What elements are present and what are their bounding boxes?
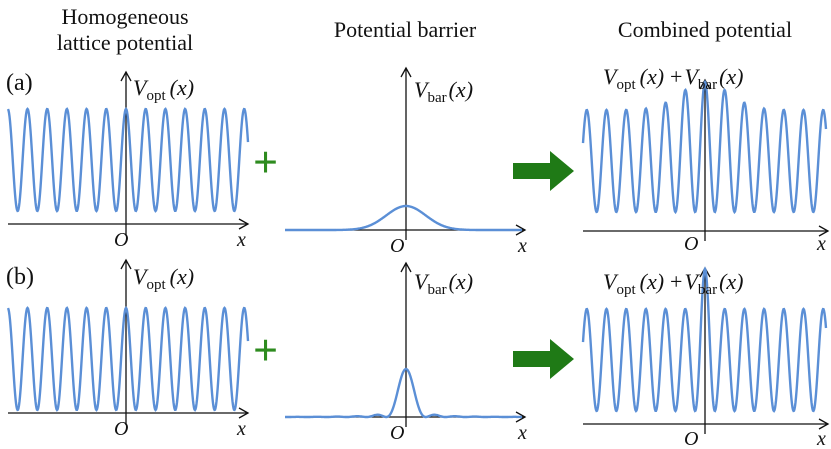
plus-sign-b: + <box>253 326 278 375</box>
x-label: x <box>517 422 527 444</box>
v-argument: (x) <box>170 75 194 100</box>
header-barrier: Potential barrier <box>333 17 477 42</box>
v-symbol: V <box>684 64 700 89</box>
v-bar-subscript: bar <box>427 282 446 298</box>
x-label: x <box>816 428 826 449</box>
panel-barrier-b: O x Vbar(x) <box>285 261 527 444</box>
v-symbol: V <box>414 269 430 294</box>
panel-combined-a: O x Vopt (x) +Vbar(x) <box>581 64 830 255</box>
v-opt-label-b: Vopt (x) <box>133 264 194 293</box>
panel-combined-b: O x Vopt (x) +Vbar(x) <box>581 266 830 449</box>
v-opt-subscript: opt <box>616 77 636 93</box>
panel-barrier-a: O x Vbar(x) <box>285 66 527 257</box>
v-sum-label-a: Vopt (x) +Vbar(x) <box>603 64 744 93</box>
v-bar-label-b: Vbar(x) <box>414 269 473 298</box>
x-axis-arrow <box>238 407 250 419</box>
v-argument: (x) <box>170 264 194 289</box>
v-argument: (x) <box>719 64 743 89</box>
header-combined: Combined potential <box>617 17 793 42</box>
v-bar-label-a: Vbar(x) <box>414 77 473 106</box>
origin-label: O <box>114 418 128 440</box>
v-opt-subscript: opt <box>146 277 166 293</box>
x-label: x <box>236 229 246 251</box>
v-bar-subscript: bar <box>698 77 717 93</box>
x-label: x <box>517 235 527 257</box>
lattice-curve-a <box>6 107 250 213</box>
panel-lattice-b: O x Vopt (x) <box>6 258 250 440</box>
v-symbol: V <box>603 269 619 294</box>
arrow-right-b <box>513 339 574 379</box>
row-label-a: (a) <box>6 70 33 96</box>
combined-curve-b <box>581 266 828 413</box>
x-axis-arrow <box>818 225 830 237</box>
row-label-b: (b) <box>6 264 34 290</box>
v-argument: (x) <box>449 269 473 294</box>
plus-operator: + <box>670 64 682 89</box>
v-symbol: V <box>133 264 149 289</box>
origin-label: O <box>390 235 404 257</box>
v-symbol: V <box>684 269 700 294</box>
barrier-curve-b <box>285 367 522 419</box>
v-sum-label-b: Vopt (x) +Vbar(x) <box>603 269 744 298</box>
x-label: x <box>816 233 826 255</box>
header-lattice: Homogeneous lattice potential <box>40 4 210 56</box>
x-axis-arrow <box>515 224 527 236</box>
plus-sign-a: + <box>253 138 278 187</box>
x-axis-arrow <box>238 218 250 230</box>
v-symbol: V <box>603 64 619 89</box>
header-lattice-line2: lattice potential <box>56 30 194 55</box>
panel-lattice-a: O x Vopt (x) <box>6 70 250 251</box>
v-symbol: V <box>414 77 430 102</box>
y-axis-arrow <box>120 70 132 82</box>
x-axis-arrow <box>515 411 527 423</box>
v-argument: (x) <box>719 269 743 294</box>
origin-label: O <box>684 233 698 255</box>
y-axis-arrow <box>400 261 412 273</box>
v-argument: (x) <box>640 269 664 294</box>
v-opt-label-a: Vopt (x) <box>133 75 194 104</box>
y-axis-arrow <box>120 258 132 270</box>
origin-label: O <box>114 229 128 251</box>
origin-label: O <box>684 428 698 449</box>
origin-label: O <box>390 422 404 444</box>
barrier-curve-a <box>285 204 522 232</box>
lattice-curve-b <box>6 306 250 412</box>
combined-curve-a <box>581 79 828 215</box>
plus-operator: + <box>670 269 682 294</box>
v-argument: (x) <box>449 77 473 102</box>
v-argument: (x) <box>640 64 664 89</box>
v-bar-subscript: bar <box>698 282 717 298</box>
v-opt-subscript: opt <box>616 282 636 298</box>
v-symbol: V <box>133 75 149 100</box>
y-axis-arrow <box>400 66 412 78</box>
x-axis-arrow <box>818 418 830 430</box>
v-bar-subscript: bar <box>427 90 446 106</box>
v-opt-subscript: opt <box>146 88 166 104</box>
x-label: x <box>236 418 246 440</box>
arrow-right-a <box>513 151 574 191</box>
header-lattice-line1: Homogeneous <box>61 4 189 29</box>
